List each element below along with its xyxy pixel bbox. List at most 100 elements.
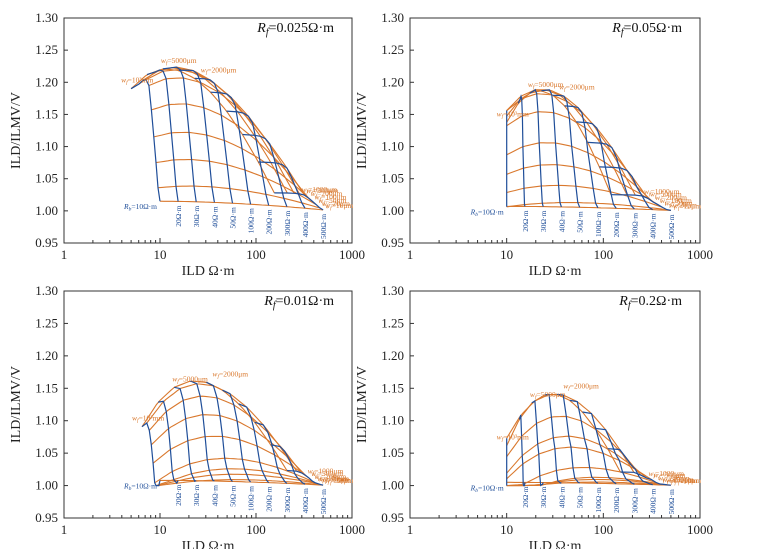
wf-label: wf=1000μm bbox=[308, 466, 344, 477]
rb-curve bbox=[286, 469, 324, 486]
rb-curve bbox=[254, 421, 288, 484]
x-axis-label: ILD Ω·m bbox=[182, 539, 235, 549]
plot-frame bbox=[63, 17, 353, 244]
wf-curve bbox=[506, 111, 649, 199]
rf-title: Rf=0.05Ω·m bbox=[611, 21, 682, 38]
y-tick-label: 1.05 bbox=[381, 171, 404, 186]
wf-curve bbox=[150, 414, 306, 476]
y-tick-label: 1.25 bbox=[381, 42, 404, 57]
wf-label: wf=10³mm bbox=[497, 433, 529, 444]
x-tick-label: 100 bbox=[594, 247, 614, 262]
rb-label: 30Ω·m bbox=[539, 210, 548, 232]
x-tick-label: 10 bbox=[500, 247, 513, 262]
wf-label: wf=10³mm bbox=[497, 109, 529, 120]
wf-label: wf=5000μm bbox=[172, 374, 208, 385]
plot-frame bbox=[409, 17, 701, 244]
rb-label: 500Ω·m bbox=[667, 489, 676, 514]
rb-label: 300Ω·m bbox=[283, 487, 292, 512]
wf-curve bbox=[148, 395, 303, 474]
wf-curve bbox=[155, 158, 317, 206]
x-tick-label: 10 bbox=[154, 247, 167, 262]
wf-curve bbox=[506, 164, 659, 206]
rb-label: 20Ω·m bbox=[521, 210, 530, 232]
wf-label: wf=50μm bbox=[320, 475, 348, 486]
wf-label: wf=200μm bbox=[655, 193, 687, 204]
wf-curve bbox=[154, 457, 313, 484]
y-tick-label: 1.15 bbox=[35, 106, 58, 121]
rb-label: 100Ω·m bbox=[594, 487, 603, 512]
chart-panel-2: 0.95 1.00 1.05 1.10 1.15 1.20 1.25 1.30 1 10 100 10… bbox=[355, 10, 713, 279]
y-axis-label: ILD/ILMV/V bbox=[355, 366, 370, 443]
y-tick-label: 0.95 bbox=[381, 510, 404, 525]
rb-curve bbox=[174, 386, 197, 482]
wf-label: wf=20μm bbox=[669, 201, 697, 212]
wf-label: wf=10³mm bbox=[121, 76, 153, 87]
rb-curve bbox=[544, 393, 562, 484]
y-tick-label: 1.15 bbox=[381, 106, 404, 121]
rb-label: 20Ω·m bbox=[174, 484, 183, 506]
rf-title: Rf=0.025Ω·m bbox=[256, 21, 334, 38]
wf-label: wf=20μm bbox=[323, 476, 351, 487]
chart-panel-1: 0.95 1.00 1.05 1.10 1.15 1.20 1.25 1.30 1 10 100 10… bbox=[9, 10, 365, 279]
y-tick-label: 1.20 bbox=[35, 74, 58, 89]
rb-curve bbox=[162, 66, 197, 202]
x-axis-label: ILD Ω·m bbox=[182, 264, 235, 279]
rb-label: 200Ω·m bbox=[265, 486, 274, 511]
x-tick-label: 100 bbox=[594, 522, 614, 537]
y-tick-label: 1.20 bbox=[35, 348, 58, 363]
rb-label: 200Ω·m bbox=[265, 209, 274, 234]
rb-curve bbox=[194, 77, 234, 204]
wf-label: wf=500μm bbox=[311, 469, 343, 480]
wf-label: wf=5000μm bbox=[530, 390, 566, 401]
wf-curve bbox=[506, 435, 647, 479]
y-tick-label: 1.05 bbox=[381, 445, 404, 460]
x-axis-label: ILD Ω·m bbox=[529, 539, 582, 549]
rb-curve bbox=[582, 411, 617, 485]
wf-curve bbox=[506, 394, 635, 473]
rb-label: 20Ω·m bbox=[521, 486, 530, 508]
rb-curve bbox=[541, 89, 562, 208]
wf-label: wf=20μm bbox=[322, 199, 350, 210]
y-tick-label: 1.05 bbox=[35, 171, 58, 186]
rb-label: 400Ω·m bbox=[301, 488, 310, 513]
rb-curve bbox=[141, 422, 161, 487]
rb-label: 50Ω·m bbox=[229, 485, 238, 507]
rb-curve bbox=[222, 389, 252, 483]
wf-label: wf=100μm bbox=[660, 196, 692, 207]
rb-label: 400Ω·m bbox=[649, 213, 658, 238]
y-tick-label: 1.30 bbox=[381, 283, 404, 298]
x-tick-label: 1 bbox=[407, 522, 414, 537]
y-tick-label: 1.30 bbox=[35, 10, 58, 25]
wf-label: wf=500μm bbox=[306, 186, 338, 197]
rb-curve bbox=[210, 91, 252, 205]
rb-label: 300Ω·m bbox=[283, 211, 292, 236]
y-tick-label: 1.05 bbox=[35, 445, 58, 460]
wf-curve bbox=[506, 205, 671, 211]
rb-curve bbox=[610, 194, 672, 211]
wf-curve bbox=[148, 77, 305, 196]
rb-label: 40Ω·m bbox=[210, 485, 219, 507]
y-tick-label: 1.00 bbox=[35, 203, 58, 218]
wf-curve bbox=[506, 446, 652, 480]
wf-curve bbox=[506, 466, 657, 487]
rb-label: 30Ω·m bbox=[192, 485, 201, 507]
y-tick-label: 1.20 bbox=[381, 348, 404, 363]
rb-curve bbox=[206, 381, 233, 482]
wf-label: wf=100μm bbox=[662, 475, 694, 486]
wf-label: wf=2000μm bbox=[559, 82, 595, 93]
rb-curve bbox=[529, 88, 544, 207]
rb-curve bbox=[274, 192, 324, 211]
rb-curve bbox=[552, 94, 581, 208]
rb-curve bbox=[190, 380, 215, 482]
wf-label: wf=500μm bbox=[650, 189, 682, 200]
plot-frame bbox=[63, 290, 353, 519]
wf-curve bbox=[506, 142, 654, 203]
rb-curve bbox=[518, 414, 526, 487]
wf-curve bbox=[146, 383, 298, 472]
plot-frame bbox=[409, 290, 701, 519]
y-tick-label: 1.00 bbox=[381, 203, 404, 218]
x-tick-label: 1000 bbox=[339, 522, 365, 537]
wf-curve bbox=[155, 468, 316, 487]
x-tick-label: 1000 bbox=[687, 522, 713, 537]
rb-label: 500Ω·m bbox=[319, 489, 328, 514]
